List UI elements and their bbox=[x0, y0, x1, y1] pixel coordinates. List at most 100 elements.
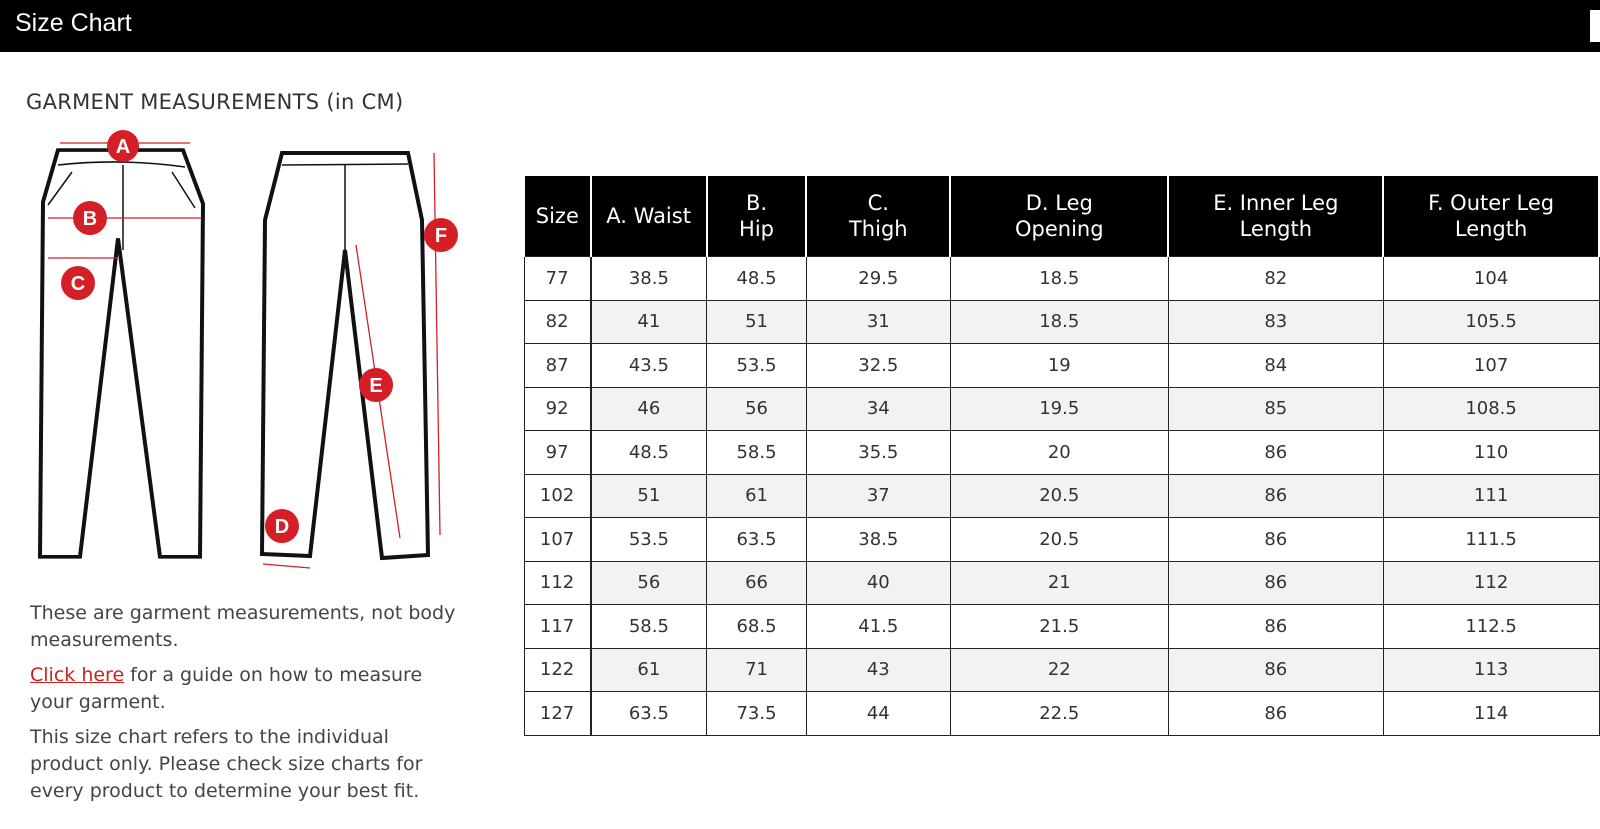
value-cell: 43 bbox=[805, 647, 951, 692]
value-cell: 35.5 bbox=[805, 430, 951, 475]
value-cell: 82 bbox=[1167, 256, 1384, 301]
table-row: 102 51 61 37 20.5 86 111 bbox=[523, 473, 1600, 518]
measurement-badges bbox=[61, 130, 458, 543]
size-cell: 82 bbox=[523, 299, 592, 344]
value-cell: 58.5 bbox=[706, 430, 807, 475]
value-cell: 112 bbox=[1382, 560, 1600, 605]
table-row: 82 41 51 31 18.5 83 105.5 bbox=[523, 299, 1600, 344]
value-cell: 86 bbox=[1167, 604, 1384, 649]
table-row: 127 63.5 73.5 44 22.5 86 114 bbox=[523, 691, 1600, 736]
value-cell: 84 bbox=[1167, 343, 1384, 388]
value-cell: 114 bbox=[1382, 691, 1600, 736]
value-cell: 19 bbox=[949, 343, 1169, 388]
size-cell: 112 bbox=[523, 560, 592, 605]
value-cell: 22 bbox=[949, 647, 1169, 692]
value-cell: 61 bbox=[590, 647, 708, 692]
value-cell: 20.5 bbox=[949, 517, 1169, 562]
value-cell: 113 bbox=[1382, 647, 1600, 692]
value-cell: 56 bbox=[590, 560, 708, 605]
value-cell: 61 bbox=[706, 473, 807, 518]
close-button[interactable] bbox=[1590, 10, 1600, 42]
table-row: 77 38.5 48.5 29.5 18.5 82 104 bbox=[523, 256, 1600, 301]
value-cell: 86 bbox=[1167, 430, 1384, 475]
value-cell: 58.5 bbox=[590, 604, 708, 649]
value-cell: 63.5 bbox=[706, 517, 807, 562]
value-cell: 86 bbox=[1167, 691, 1384, 736]
col-leg-opening: D. Leg Opening bbox=[949, 174, 1170, 257]
value-cell: 29.5 bbox=[805, 256, 951, 301]
value-cell: 46 bbox=[590, 386, 708, 431]
value-cell: 85 bbox=[1167, 386, 1384, 431]
label-f: F bbox=[435, 225, 447, 247]
value-cell: 38.5 bbox=[805, 517, 951, 562]
label-b: B bbox=[83, 208, 97, 230]
value-cell: 56 bbox=[706, 386, 807, 431]
value-cell: 86 bbox=[1167, 647, 1384, 692]
window-title: Size Chart bbox=[15, 9, 132, 37]
value-cell: 18.5 bbox=[949, 299, 1169, 344]
value-cell: 105.5 bbox=[1382, 299, 1600, 344]
value-cell: 51 bbox=[706, 299, 807, 344]
value-cell: 73.5 bbox=[706, 691, 807, 736]
value-cell: 34 bbox=[805, 386, 951, 431]
col-outer-leg: F. Outer Leg Length bbox=[1382, 174, 1600, 257]
table-row: 117 58.5 68.5 41.5 21.5 86 112.5 bbox=[523, 604, 1600, 649]
value-cell: 37 bbox=[805, 473, 951, 518]
value-cell: 53.5 bbox=[590, 517, 708, 562]
value-cell: 48.5 bbox=[590, 430, 708, 475]
value-cell: 20 bbox=[949, 430, 1169, 475]
size-cell: 122 bbox=[523, 647, 592, 692]
value-cell: 107 bbox=[1382, 343, 1600, 388]
value-cell: 53.5 bbox=[706, 343, 807, 388]
value-cell: 41.5 bbox=[805, 604, 951, 649]
value-cell: 19.5 bbox=[949, 386, 1169, 431]
note-garment: These are garment measurements, not body… bbox=[30, 602, 456, 651]
value-cell: 51 bbox=[590, 473, 708, 518]
title-bar: Size Chart bbox=[0, 0, 1600, 52]
value-cell: 110 bbox=[1382, 430, 1600, 475]
table-row: 97 48.5 58.5 35.5 20 86 110 bbox=[523, 430, 1600, 475]
notes: These are garment measurements, not body… bbox=[30, 600, 460, 813]
col-thigh: C. Thigh bbox=[805, 174, 952, 257]
size-cell: 107 bbox=[523, 517, 592, 562]
value-cell: 21.5 bbox=[949, 604, 1169, 649]
note-guide: Click here for a guide on how to measure… bbox=[30, 662, 460, 716]
value-cell: 38.5 bbox=[590, 256, 708, 301]
label-c: C bbox=[71, 273, 85, 295]
value-cell: 86 bbox=[1167, 517, 1384, 562]
click-here-link[interactable]: Click here bbox=[30, 664, 125, 686]
size-cell: 97 bbox=[523, 430, 592, 475]
value-cell: 31 bbox=[805, 299, 951, 344]
pants-back-outline bbox=[259, 151, 431, 561]
label-d: D bbox=[275, 516, 289, 538]
value-cell: 41 bbox=[590, 299, 708, 344]
section-heading: GARMENT MEASUREMENTS (in CM) bbox=[26, 90, 404, 114]
value-cell: 22.5 bbox=[949, 691, 1169, 736]
value-cell: 40 bbox=[805, 560, 951, 605]
note-individual: This size chart refers to the individual… bbox=[30, 726, 423, 802]
size-cell: 77 bbox=[523, 256, 592, 301]
pants-front-outline bbox=[37, 148, 206, 559]
value-cell: 63.5 bbox=[590, 691, 708, 736]
value-cell: 111 bbox=[1382, 473, 1600, 518]
col-size: Size bbox=[523, 174, 592, 257]
size-cell: 87 bbox=[523, 343, 592, 388]
table-row: 122 61 71 43 22 86 113 bbox=[523, 647, 1600, 692]
value-cell: 18.5 bbox=[949, 256, 1169, 301]
col-hip: B. Hip bbox=[705, 174, 808, 257]
value-cell: 66 bbox=[706, 560, 807, 605]
table-row: 92 46 56 34 19.5 85 108.5 bbox=[523, 386, 1600, 431]
value-cell: 83 bbox=[1167, 299, 1384, 344]
label-a: A bbox=[116, 136, 130, 158]
col-waist: A. Waist bbox=[589, 174, 708, 257]
table-row: 112 56 66 40 21 86 112 bbox=[523, 560, 1600, 605]
size-cell: 102 bbox=[523, 473, 592, 518]
value-cell: 44 bbox=[805, 691, 951, 736]
size-cell: 127 bbox=[523, 691, 592, 736]
value-cell: 21 bbox=[949, 560, 1169, 605]
table-row: 107 53.5 63.5 38.5 20.5 86 111.5 bbox=[523, 517, 1600, 562]
size-table: Size A. Waist B. Hip C. Thigh D. Leg Ope… bbox=[523, 174, 1600, 736]
label-e: E bbox=[369, 375, 382, 397]
value-cell: 43.5 bbox=[590, 343, 708, 388]
table-row: 87 43.5 53.5 32.5 19 84 107 bbox=[523, 343, 1600, 388]
